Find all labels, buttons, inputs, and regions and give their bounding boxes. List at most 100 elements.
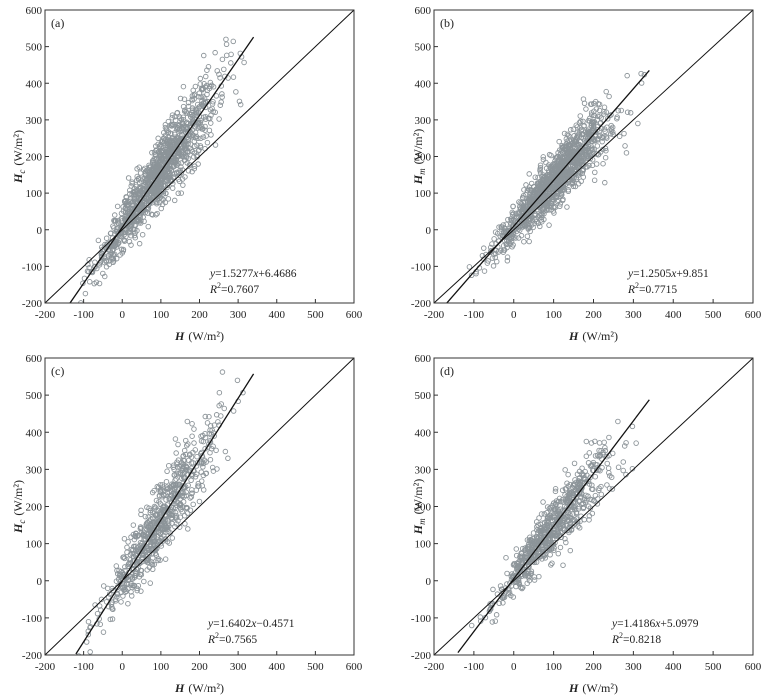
- scatter-point: [219, 369, 226, 375]
- scatter-point: [468, 622, 475, 629]
- scatter-point: [130, 189, 136, 195]
- regression-line: [457, 399, 650, 653]
- scatter-point: [154, 210, 160, 217]
- scatter-point: [194, 459, 201, 466]
- scatter-point: [516, 580, 522, 586]
- scatter-point: [530, 194, 536, 200]
- scatter-point: [162, 190, 169, 196]
- scatter-point: [510, 203, 516, 210]
- y-tick-label: -200: [22, 650, 43, 662]
- scatter-point: [221, 66, 227, 73]
- scatter-point: [523, 570, 529, 576]
- scatter-point: [131, 536, 138, 543]
- scatter-point: [635, 120, 641, 127]
- scatter-point: [608, 128, 614, 134]
- scatter-point: [216, 116, 222, 122]
- scatter-point: [197, 81, 204, 87]
- scatter-point: [222, 448, 229, 455]
- scatter-point: [615, 464, 622, 471]
- scatter-point: [151, 561, 157, 568]
- scatter-point: [567, 158, 573, 164]
- scatter-point: [536, 515, 542, 521]
- scatter-point: [160, 503, 167, 509]
- scatter-point: [121, 555, 128, 562]
- scatter-point: [199, 87, 205, 93]
- scatter-point: [171, 197, 178, 204]
- scatter-point: [182, 437, 189, 444]
- scatter-point: [615, 107, 622, 114]
- scatter-point: [156, 499, 162, 505]
- scatter-point: [139, 201, 146, 208]
- scatter-point: [597, 467, 603, 474]
- scatter-point: [175, 441, 181, 448]
- scatter-point: [558, 529, 564, 536]
- scatter-point: [172, 509, 179, 516]
- scatter-point: [86, 257, 92, 263]
- x-tick-label: 500: [307, 661, 324, 673]
- scatter-point: [114, 203, 121, 210]
- scatter-point: [173, 146, 179, 152]
- scatter-point: [159, 525, 166, 531]
- scatter-point: [538, 511, 545, 517]
- scatter-point: [186, 457, 192, 464]
- scatter-point: [183, 146, 189, 152]
- scatter-point: [158, 149, 165, 156]
- regression-line: [69, 36, 255, 303]
- scatter-point: [531, 574, 538, 580]
- scatter-point: [183, 463, 189, 469]
- scatter-point: [624, 109, 631, 115]
- scatter-point: [586, 513, 593, 519]
- scatter-point: [146, 518, 153, 524]
- scatter-point: [602, 444, 608, 451]
- scatter-point: [638, 70, 644, 77]
- scatter-point: [122, 586, 128, 593]
- scatter-point: [107, 616, 114, 623]
- scatter-point: [193, 471, 200, 477]
- scatter-point: [129, 179, 135, 185]
- scatter-point: [80, 280, 86, 287]
- scatter-point: [189, 105, 196, 111]
- y-tick-label: 500: [26, 42, 43, 54]
- scatter-point: [523, 550, 529, 557]
- scatter-point: [528, 568, 535, 574]
- scatter-point: [523, 219, 530, 225]
- scatter-point: [184, 119, 190, 126]
- scatter-point: [621, 443, 628, 449]
- scatter-point: [111, 218, 118, 224]
- scatter-point: [118, 210, 125, 217]
- scatter-point: [135, 582, 142, 589]
- scatter-point: [174, 144, 181, 151]
- scatter-point: [117, 571, 123, 577]
- scatter-point: [228, 51, 234, 58]
- scatter-point: [223, 41, 230, 48]
- scatter-point: [477, 614, 484, 620]
- scatter-point: [544, 195, 550, 201]
- y-tick-label: -100: [22, 261, 43, 273]
- scatter-point: [96, 280, 103, 287]
- scatter-point: [109, 599, 115, 606]
- scatter-point: [565, 145, 572, 151]
- scatter-point: [159, 201, 166, 208]
- y-tick-label: 0: [37, 576, 43, 588]
- scatter-point: [623, 150, 630, 156]
- panel-b: -200 -100 0 100 200 300 400 500 600 -200 -100 0 100 2…: [411, 5, 762, 343]
- scatter-point: [588, 110, 595, 116]
- x-axis-label: H (W/m²): [174, 329, 224, 343]
- scatter-point: [176, 113, 182, 120]
- scatter-point: [601, 104, 608, 111]
- scatter-point: [498, 247, 504, 254]
- scatter-point: [131, 566, 137, 572]
- scatter-point: [538, 535, 544, 541]
- y-axis-label: Hc(W/m²): [11, 130, 27, 184]
- scatter-point: [202, 116, 209, 122]
- y-axis-label: Hm(W/m²): [411, 479, 427, 535]
- scatter-point: [136, 240, 143, 247]
- scatter-point: [489, 619, 496, 625]
- x-tick-label: 100: [545, 309, 562, 321]
- scatter-point: [198, 433, 204, 440]
- scatter-point: [129, 576, 136, 582]
- scatter-point: [143, 549, 149, 555]
- scatter-point: [565, 471, 571, 478]
- x-tick-label: 300: [625, 309, 642, 321]
